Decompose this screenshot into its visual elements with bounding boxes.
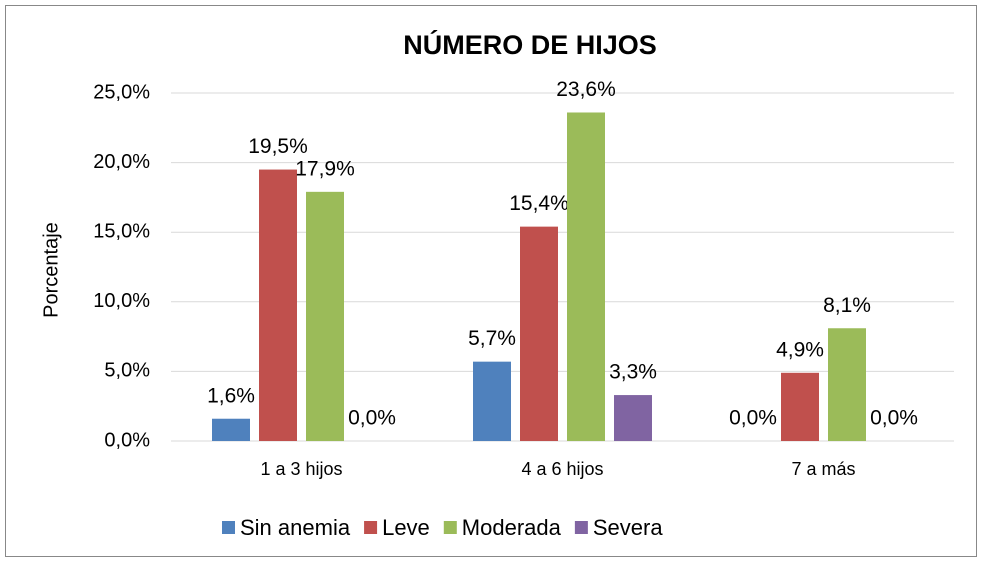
value-label: 0,0% <box>870 407 918 430</box>
bar <box>520 226 558 441</box>
legend-label: Severa <box>593 515 663 540</box>
bar <box>259 169 297 441</box>
x-tick-label: 1 a 3 hijos <box>260 459 342 479</box>
value-label: 23,6% <box>556 78 616 101</box>
value-label: 1,6% <box>207 384 255 407</box>
y-axis-label: Porcentaje <box>40 222 62 318</box>
value-label: 8,1% <box>823 294 871 317</box>
value-label: 4,9% <box>776 338 824 361</box>
bar <box>567 112 605 441</box>
value-label: 0,0% <box>348 407 396 430</box>
bar <box>781 372 819 441</box>
legend-swatch <box>443 521 457 534</box>
legend-label: Sin anemia <box>240 515 351 540</box>
chart-title: NÚMERO DE HIJOS <box>403 29 657 60</box>
bar <box>614 395 652 441</box>
value-label: 0,0% <box>729 407 777 430</box>
value-label: 5,7% <box>468 327 516 350</box>
bar <box>828 328 866 441</box>
y-tick-label: 25,0% <box>93 81 150 103</box>
legend-swatch <box>574 521 588 534</box>
legend-swatch <box>222 521 235 534</box>
legend-swatch <box>364 521 378 534</box>
value-label: 19,5% <box>248 135 308 158</box>
y-tick-label: 15,0% <box>93 220 150 242</box>
value-label: 15,4% <box>509 192 569 215</box>
bar <box>473 361 511 441</box>
x-tick-label: 7 a más <box>791 459 855 479</box>
value-label: 17,9% <box>295 157 355 180</box>
y-tick-label: 5,0% <box>104 360 150 382</box>
value-label: 3,3% <box>609 361 657 384</box>
legend-label: Moderada <box>462 515 562 540</box>
bar <box>212 418 250 441</box>
x-tick-label: 4 a 6 hijos <box>521 459 603 479</box>
y-tick-label: 0,0% <box>104 429 150 451</box>
y-tick-label: 20,0% <box>93 151 150 173</box>
y-tick-label: 10,0% <box>93 290 150 312</box>
chart-border <box>5 5 977 557</box>
bar <box>306 191 344 441</box>
legend-label: Leve <box>382 515 430 540</box>
